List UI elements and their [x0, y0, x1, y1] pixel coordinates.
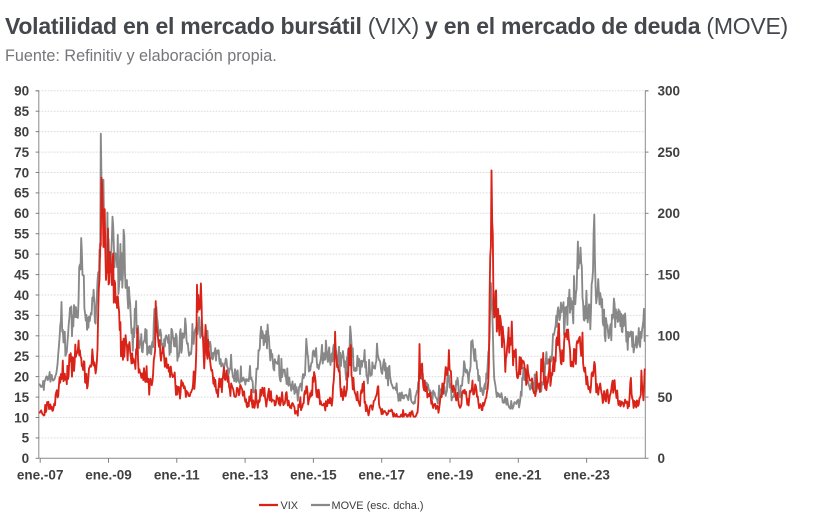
svg-text:200: 200 [658, 206, 681, 221]
svg-text:MOVE (esc. dcha.): MOVE (esc. dcha.) [332, 500, 424, 512]
svg-text:10: 10 [14, 410, 29, 425]
svg-text:0: 0 [22, 451, 30, 466]
svg-text:VIX: VIX [281, 500, 299, 512]
svg-text:85: 85 [14, 104, 30, 119]
svg-text:ene.-23: ene.-23 [563, 468, 610, 483]
svg-text:65: 65 [14, 186, 30, 201]
svg-text:40: 40 [14, 288, 29, 303]
svg-text:300: 300 [658, 84, 681, 99]
svg-text:15: 15 [14, 390, 30, 405]
svg-text:ene.-17: ene.-17 [358, 468, 405, 483]
svg-text:ene.-11: ene.-11 [154, 468, 200, 483]
svg-text:5: 5 [22, 431, 30, 446]
svg-text:75: 75 [14, 145, 30, 160]
svg-text:90: 90 [14, 84, 29, 99]
svg-text:150: 150 [658, 267, 681, 282]
svg-text:60: 60 [14, 206, 29, 221]
svg-text:25: 25 [14, 349, 30, 364]
svg-text:0: 0 [658, 451, 666, 466]
svg-text:Volatilidad en el mercado burs: Volatilidad en el mercado bursátil (VIX)… [5, 13, 788, 39]
svg-text:50: 50 [14, 247, 29, 262]
svg-text:100: 100 [658, 329, 681, 344]
svg-text:30: 30 [14, 329, 29, 344]
svg-text:55: 55 [14, 227, 30, 242]
svg-text:ene.-21: ene.-21 [495, 468, 542, 483]
svg-text:ene.-15: ene.-15 [290, 468, 337, 483]
svg-text:70: 70 [14, 165, 29, 180]
svg-text:250: 250 [658, 145, 681, 160]
svg-text:ene.-09: ene.-09 [85, 468, 132, 483]
svg-text:Fuente: Refinitiv y elaboració: Fuente: Refinitiv y elaboración propia. [5, 47, 277, 65]
svg-text:ene.-19: ene.-19 [427, 468, 474, 483]
svg-text:ene.-13: ene.-13 [222, 468, 269, 483]
svg-text:80: 80 [14, 124, 29, 139]
svg-text:35: 35 [14, 308, 30, 323]
svg-text:50: 50 [658, 390, 673, 405]
svg-text:ene.-07: ene.-07 [17, 468, 64, 483]
svg-text:20: 20 [14, 369, 29, 384]
svg-text:45: 45 [14, 267, 30, 282]
